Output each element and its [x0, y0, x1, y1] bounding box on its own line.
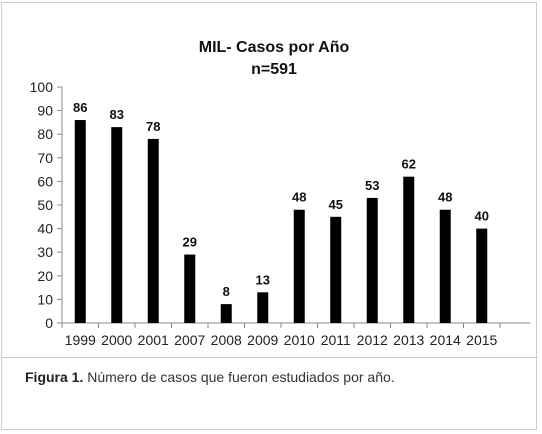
x-tick-label: 2010	[284, 332, 315, 348]
x-tick-label: 2011	[321, 332, 351, 348]
bar-value-label: 13	[256, 272, 270, 287]
x-tick-label: 2015	[466, 332, 497, 348]
y-tick-label: 70	[37, 150, 53, 166]
y-tick-label: 50	[37, 197, 53, 213]
chart-title: MIL- Casos por Año	[199, 39, 350, 56]
bar-2015	[476, 228, 488, 323]
bar-value-label: 78	[146, 119, 160, 134]
bar-value-label: 48	[438, 190, 452, 205]
x-tick-label: 2000	[101, 332, 132, 348]
bar-2010	[293, 209, 305, 323]
bar-2007	[184, 254, 196, 323]
y-tick-label: 0	[45, 315, 53, 331]
x-tick-label: 2001	[138, 332, 169, 348]
chart-subtitle: n=591	[251, 61, 297, 78]
bar-value-label: 62	[402, 157, 416, 172]
bar-chart: MIL- Casos por Año n=591 0 10 20 30 40 50 60 70…	[30, 39, 530, 348]
bar-2012	[366, 197, 378, 323]
bar-value-label: 48	[292, 190, 306, 205]
x-tick-label: 2013	[393, 332, 424, 348]
bar-value-label: 53	[365, 178, 379, 193]
x-tick-label: 1999	[65, 332, 96, 348]
bar-1999	[74, 120, 86, 323]
caption-text: Número de casos que fueron estudiados po…	[83, 369, 395, 385]
figure-caption: Figura 1. Número de casos que fueron est…	[25, 369, 525, 385]
bar-2001	[147, 138, 159, 323]
x-tick-label: 2012	[357, 332, 388, 348]
chart-panel: MIL- Casos por Año n=591 0 10 20 30 40 50 60 70…	[2, 3, 538, 358]
x-tick-label: 2008	[211, 332, 242, 348]
x-tick-label: 2014	[430, 332, 461, 348]
figure-frame: MIL- Casos por Año n=591 0 10 20 30 40 50 60 70…	[1, 2, 538, 430]
x-tick-label: 2009	[247, 332, 278, 348]
y-tick-label: 30	[37, 244, 53, 260]
y-tick-label: 20	[37, 268, 53, 284]
caption-label: Figura 1.	[25, 369, 84, 385]
bar-2013	[403, 176, 415, 323]
bar-2000	[111, 127, 123, 324]
bar-2011	[330, 216, 342, 323]
y-tick-label: 80	[37, 126, 53, 142]
y-tick-label: 90	[37, 103, 53, 119]
y-tick-label: 40	[37, 221, 53, 237]
bar-2014	[439, 209, 451, 323]
y-tick-label: 100	[30, 79, 54, 95]
bar-2009	[257, 292, 269, 323]
x-tick-label: 2007	[174, 332, 205, 348]
y-tick-label: 10	[37, 291, 53, 307]
bar-value-label: 40	[475, 209, 489, 224]
bar-value-label: 83	[110, 107, 124, 122]
y-tick-label: 60	[37, 173, 53, 189]
bar-value-label: 45	[329, 197, 343, 212]
bar-value-label: 29	[183, 235, 197, 250]
bar-value-label: 86	[73, 100, 87, 115]
bar-value-label: 8	[223, 284, 230, 299]
bar-2008	[220, 304, 232, 323]
